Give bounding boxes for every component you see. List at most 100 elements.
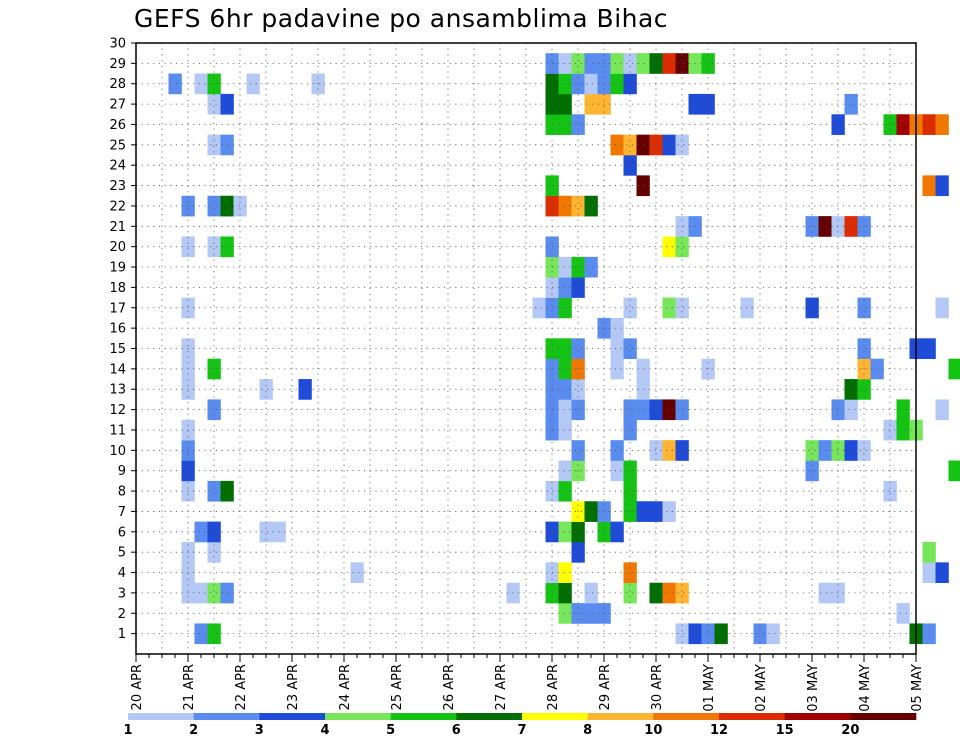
heatmap-cell: [883, 480, 897, 502]
heatmap-cell: [623, 419, 637, 441]
colorbar-swatch: [522, 713, 588, 720]
heatmap-cell: [571, 53, 585, 74]
colorbar-swatch: [850, 713, 917, 720]
heatmap-cell: [844, 399, 858, 421]
heatmap-cell: [844, 216, 858, 237]
x-tick-label: 01 MAY: [702, 664, 717, 712]
heatmap-cell: [207, 134, 221, 156]
heatmap-cell: [259, 521, 273, 543]
heatmap-cell: [623, 134, 637, 156]
x-tick-label: 28 APR: [546, 664, 561, 710]
heatmap-cell: [207, 521, 221, 543]
heatmap-cell: [194, 521, 208, 543]
heatmap-cell: [259, 379, 273, 400]
heatmap-cell: [558, 53, 572, 74]
heatmap-cell: [558, 195, 572, 217]
heatmap-cell: [558, 256, 572, 278]
heatmap-cell: [571, 399, 585, 421]
heatmap-cell: [675, 236, 689, 258]
y-tick-label: 5: [118, 546, 126, 561]
x-tick-label: 27 APR: [494, 664, 509, 710]
heatmap-cell: [649, 399, 663, 421]
colorbar-label: 15: [776, 723, 794, 738]
heatmap-cell: [922, 541, 936, 563]
heatmap-cell: [207, 93, 221, 115]
heatmap-cell: [558, 460, 572, 482]
heatmap-cell: [610, 134, 624, 156]
chart-title: GEFS 6hr padavine po ansamblima Bihac: [134, 4, 669, 33]
colorbar-swatch: [259, 713, 326, 720]
heatmap-cell: [220, 480, 234, 502]
y-tick-label: 16: [109, 322, 126, 337]
heatmap-cell: [922, 114, 936, 135]
heatmap-cell: [571, 379, 585, 400]
heatmap-cell: [818, 216, 832, 237]
heatmap-cell: [558, 521, 572, 543]
heatmap-cell: [207, 582, 221, 604]
colorbar-swatch: [193, 713, 260, 720]
heatmap-cell: [857, 440, 871, 461]
heatmap-cell: [935, 399, 949, 421]
y-tick-label: 3: [118, 586, 126, 601]
heatmap-cell: [584, 93, 598, 115]
heatmap-cell: [662, 399, 676, 421]
heatmap-cell: [649, 53, 663, 74]
colorbar-swatch: [587, 713, 654, 720]
heatmap-cell: [649, 582, 663, 604]
y-tick-label: 24: [109, 159, 126, 174]
heatmap-cell: [571, 256, 585, 278]
heatmap-cell: [532, 297, 546, 319]
heatmap-cell: [610, 460, 624, 482]
heatmap-cell: [857, 379, 871, 400]
heatmap-cell: [896, 419, 910, 441]
heatmap-cell: [636, 501, 650, 522]
heatmap-cell: [558, 379, 572, 400]
heatmap-cell: [558, 419, 572, 441]
heatmap-cell: [610, 358, 624, 380]
heatmap-cell: [636, 399, 650, 421]
heatmap-cell: [207, 236, 221, 258]
heatmap-cell: [662, 297, 676, 319]
heatmap-cell: [701, 93, 715, 115]
heatmap-cell: [220, 134, 234, 156]
y-tick-label: 12: [109, 403, 126, 418]
heatmap-cell: [623, 155, 637, 176]
heatmap-cell: [558, 338, 572, 359]
x-tick-label: 20 APR: [130, 664, 145, 710]
heatmap-cell: [558, 93, 572, 115]
heatmap-cell: [207, 541, 221, 563]
y-tick-label: 30: [109, 37, 126, 52]
y-tick-label: 25: [109, 138, 126, 153]
heatmap-cell: [662, 236, 676, 258]
heatmap-cell: [558, 358, 572, 380]
heatmap-cell: [636, 134, 650, 156]
y-tick-label: 15: [109, 342, 126, 357]
heatmap-cell: [220, 93, 234, 115]
heatmap-cell: [207, 399, 221, 421]
heatmap-cell: [623, 480, 637, 502]
heatmap-cell: [935, 297, 949, 319]
heatmap-cell: [584, 501, 598, 522]
heatmap-cell: [636, 358, 650, 380]
heatmap-cell: [207, 480, 221, 502]
heatmap-cell: [571, 277, 585, 298]
heatmap-cell: [584, 195, 598, 217]
heatmap-cell: [558, 73, 572, 95]
heatmap-cell: [220, 195, 234, 217]
heatmap-cell: [675, 440, 689, 461]
heatmap-cell: [233, 195, 247, 217]
colorbar-label: 1: [123, 723, 132, 738]
x-tick-label: 22 APR: [234, 664, 249, 710]
heatmap-cell: [623, 582, 637, 604]
heatmap-cell: [623, 53, 637, 74]
heatmap-cell: [220, 582, 234, 604]
y-tick-label: 10: [109, 444, 126, 459]
y-tick-label: 21: [109, 220, 126, 235]
heatmap-cell: [948, 358, 960, 380]
heatmap-cell: [623, 562, 637, 584]
heatmap-cell: [194, 582, 208, 604]
heatmap-cell: [298, 379, 312, 400]
heatmap-cell: [558, 582, 572, 604]
heatmap-cell: [753, 623, 767, 645]
